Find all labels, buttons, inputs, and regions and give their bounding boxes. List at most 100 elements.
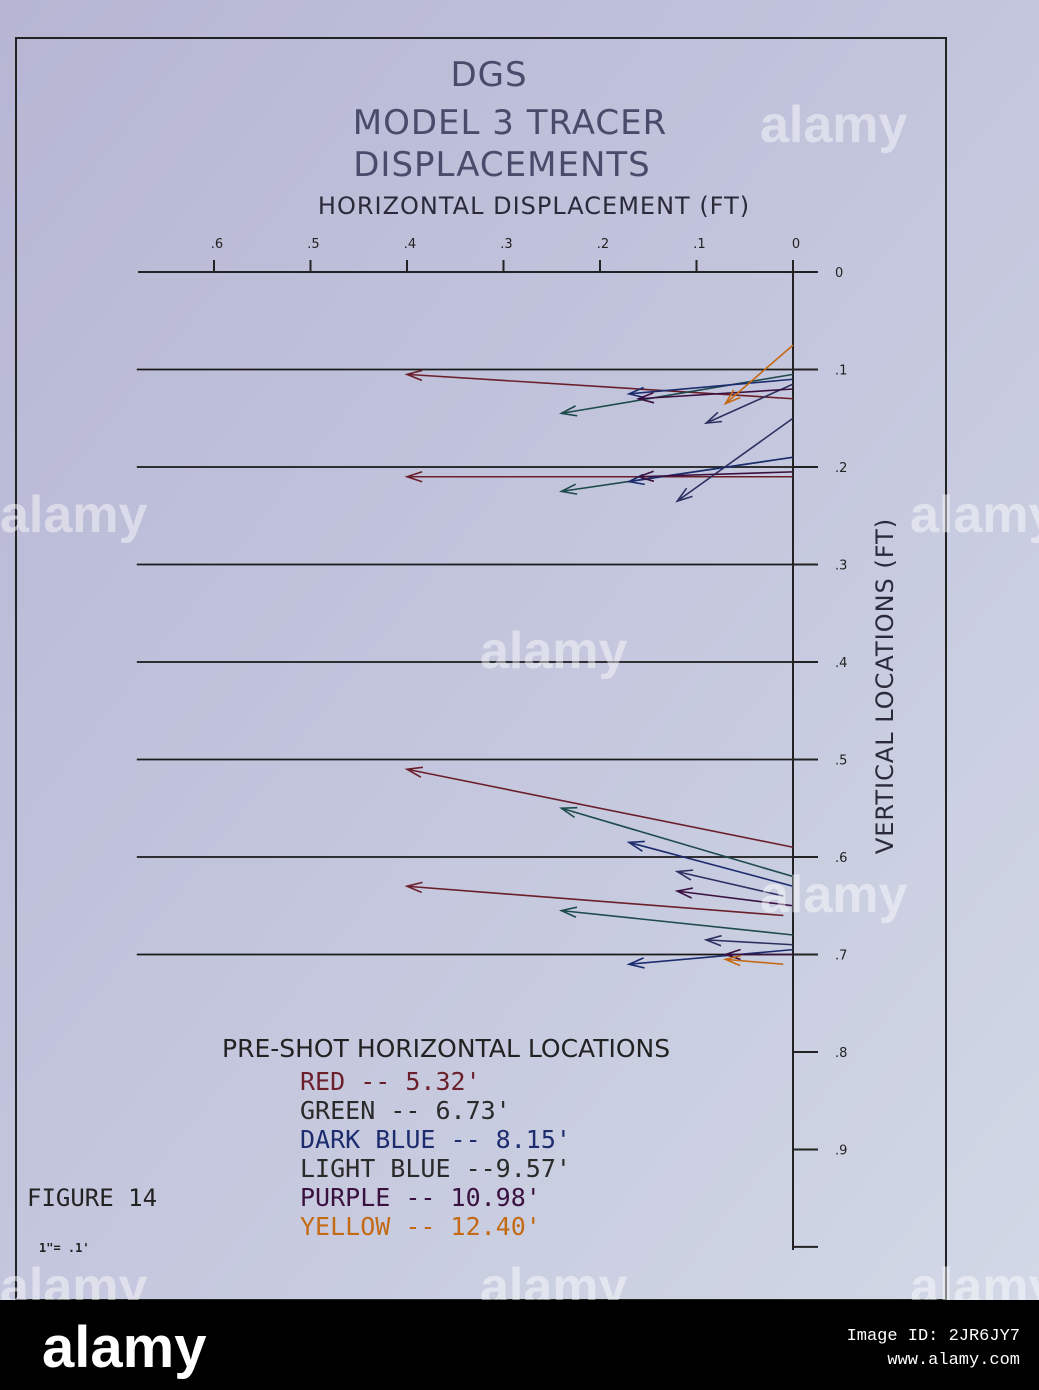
vector-arrowhead xyxy=(404,766,423,778)
vector-arrow xyxy=(558,906,794,936)
vector-shaft xyxy=(628,378,794,395)
vector-arrowhead xyxy=(626,386,645,399)
vector-arrowhead xyxy=(675,487,693,503)
vector-arrow xyxy=(404,369,794,400)
y-tick-label: .8 xyxy=(835,1046,847,1061)
scale-note: 1"= .1' xyxy=(39,1241,90,1255)
title-line-3: DISPLACEMENTS xyxy=(353,145,651,185)
vector-arrow xyxy=(626,378,794,399)
title-line-2: MODEL 3 TRACER xyxy=(353,103,667,143)
vector-arrowhead xyxy=(703,934,722,947)
vector-arrow xyxy=(722,948,793,961)
vector-shaft xyxy=(561,807,794,878)
vector-arrow xyxy=(675,417,794,503)
x-tick-label: .4 xyxy=(404,237,416,252)
y-tick-label: .9 xyxy=(835,1144,847,1159)
x-axis-title: HORIZONTAL DISPLACEMENT (FT) xyxy=(318,192,750,220)
vector-arrowhead xyxy=(404,369,423,382)
vector-arrow xyxy=(404,766,794,849)
vector-arrowhead xyxy=(703,411,723,425)
footer-url: www.alamy.com xyxy=(887,1351,1020,1370)
vector-arrowhead xyxy=(674,887,694,899)
vector-arrowhead xyxy=(636,470,655,483)
x-tick-label: .6 xyxy=(211,237,223,252)
vector-shaft xyxy=(677,890,794,907)
footer-logo: alamy xyxy=(42,1315,206,1380)
watermark-text: alamy xyxy=(760,866,908,924)
legend-item: LIGHT BLUE --9.57' xyxy=(300,1154,571,1183)
vector-shaft xyxy=(677,870,784,897)
vector-arrow xyxy=(722,954,784,967)
legend-item: YELLOW -- 12.40' xyxy=(300,1212,541,1241)
vector-arrowhead xyxy=(404,881,423,894)
vector-arrow xyxy=(703,934,794,947)
y-tick-label: .3 xyxy=(835,559,847,574)
axes xyxy=(138,263,795,1250)
vector-arrowhead xyxy=(722,948,741,961)
y-tick-label: .4 xyxy=(835,656,847,671)
legend: PRE-SHOT HORIZONTAL LOCATIONS RED -- 5.3… xyxy=(222,1034,670,1241)
vector-arrowhead xyxy=(558,405,578,417)
y-axis-title: VERTICAL LOCATIONS (FT) xyxy=(871,518,899,854)
y-tick-label: 0 xyxy=(835,266,843,281)
watermark-text: alamy xyxy=(760,96,908,154)
vector-arrowhead xyxy=(722,954,742,967)
y-tick-label: .6 xyxy=(835,851,847,866)
vector-shaft xyxy=(725,958,784,966)
vector-arrowhead xyxy=(636,392,655,404)
footer-bar xyxy=(0,1300,1039,1390)
x-axis-ticks: .6 .5 .4 .3 .2 .1 0 xyxy=(211,237,800,272)
vector-shaft xyxy=(676,417,794,502)
vector-arrow xyxy=(636,470,794,483)
vector-arrow xyxy=(674,887,794,907)
vector-shaft xyxy=(628,841,794,888)
vector-arrow xyxy=(404,881,784,917)
displacement-vectors xyxy=(404,344,794,969)
vector-arrow xyxy=(558,373,794,417)
x-tick-label: .5 xyxy=(307,237,319,252)
legend-item: RED -- 5.32' xyxy=(300,1067,481,1096)
vector-arrow xyxy=(626,840,794,888)
legend-item: DARK BLUE -- 8.15' xyxy=(300,1125,571,1154)
vector-shaft xyxy=(406,768,794,849)
legend-heading: PRE-SHOT HORIZONTAL LOCATIONS xyxy=(222,1034,670,1063)
vector-arrowhead xyxy=(558,906,578,918)
figure-label: FIGURE 14 xyxy=(27,1184,157,1212)
vector-arrowhead xyxy=(626,957,645,969)
x-tick-label: .3 xyxy=(500,237,512,252)
vector-shaft xyxy=(638,471,794,478)
vector-arrowhead xyxy=(558,806,578,819)
vector-shaft xyxy=(706,939,794,946)
footer-image-id: Image ID: 2JR6JY7 xyxy=(847,1327,1020,1346)
vector-shaft xyxy=(561,373,794,415)
y-tick-label: .5 xyxy=(835,754,847,769)
vector-shaft xyxy=(638,388,794,400)
vector-arrowhead xyxy=(674,869,694,881)
vector-shaft xyxy=(561,909,794,936)
vector-arrow xyxy=(626,948,794,969)
vector-shaft xyxy=(628,456,794,483)
y-tick-label: .2 xyxy=(835,461,847,476)
vector-shaft xyxy=(406,373,794,400)
vector-shaft xyxy=(724,344,794,405)
legend-item: GREEN -- 6.73' xyxy=(300,1096,511,1125)
y-tick-label: .1 xyxy=(835,364,847,379)
y-tick-label: .7 xyxy=(835,949,847,964)
vector-shaft xyxy=(406,885,784,917)
vector-arrow xyxy=(674,869,784,897)
chart-title: DGS MODEL 3 TRACER DISPLACEMENTS xyxy=(353,55,667,185)
vector-arrow xyxy=(723,344,794,406)
title-line-1: DGS xyxy=(450,55,527,95)
vector-arrowhead xyxy=(404,470,423,483)
vector-shaft xyxy=(628,948,794,966)
watermark-text: alamy xyxy=(480,622,628,680)
watermark-text: alamy xyxy=(0,486,148,544)
vector-arrow xyxy=(636,388,794,404)
vector-arrowhead xyxy=(723,389,741,406)
vector-arrowhead xyxy=(558,483,578,495)
reference-lines xyxy=(136,368,818,956)
legend-item: PURPLE -- 10.98' xyxy=(300,1183,541,1212)
paper-background xyxy=(0,0,1039,1300)
y-axis-ticks: 0 .1 .2 .3 .4 .5 .6 .7 .8 .9 xyxy=(793,266,847,1248)
